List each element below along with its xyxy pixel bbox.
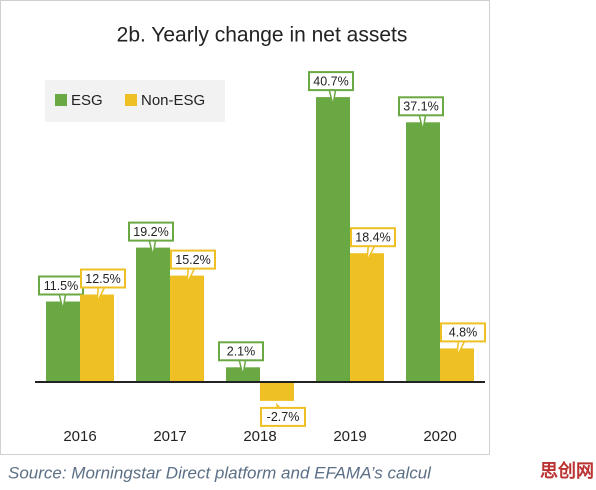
bar — [260, 382, 294, 401]
watermark: 思创网 — [540, 460, 594, 481]
source-note: Source: Morningstar Direct platform and … — [8, 463, 432, 482]
legend-swatch — [55, 94, 67, 106]
label-box — [398, 96, 444, 117]
x-tick-label: 2020 — [423, 428, 456, 445]
label-box — [128, 221, 174, 242]
label-box — [350, 227, 396, 248]
x-tick-label: 2017 — [153, 428, 186, 445]
chart-title: 2b. Yearly change in net assets — [117, 24, 408, 47]
bar — [350, 253, 384, 382]
legend-swatch — [125, 94, 137, 106]
label-box — [170, 249, 216, 270]
bar — [316, 97, 350, 382]
data-label: 18.4% — [355, 230, 390, 244]
bar — [136, 247, 170, 382]
label-box — [218, 341, 264, 362]
data-label: 37.1% — [403, 100, 438, 114]
data-label: 4.8% — [449, 326, 478, 340]
label-box — [260, 406, 306, 427]
bar — [80, 294, 114, 382]
data-label: 12.5% — [85, 272, 120, 286]
bar — [170, 275, 204, 382]
data-label: 11.5% — [44, 279, 79, 293]
data-label: -2.7% — [267, 410, 300, 424]
data-label: 2.1% — [227, 345, 256, 359]
data-label: 40.7% — [313, 74, 348, 88]
data-label: 15.2% — [175, 253, 210, 267]
data-label: 19.2% — [133, 225, 168, 239]
label-box — [440, 322, 486, 343]
legend-label: ESG — [71, 92, 103, 109]
bar — [406, 122, 440, 383]
x-tick-label: 2019 — [333, 428, 366, 445]
legend-label: Non-ESG — [141, 92, 205, 109]
bar — [46, 301, 80, 382]
x-tick-label: 2018 — [243, 428, 276, 445]
label-box — [80, 268, 126, 289]
label-box — [308, 71, 354, 92]
x-tick-label: 2016 — [63, 428, 96, 445]
